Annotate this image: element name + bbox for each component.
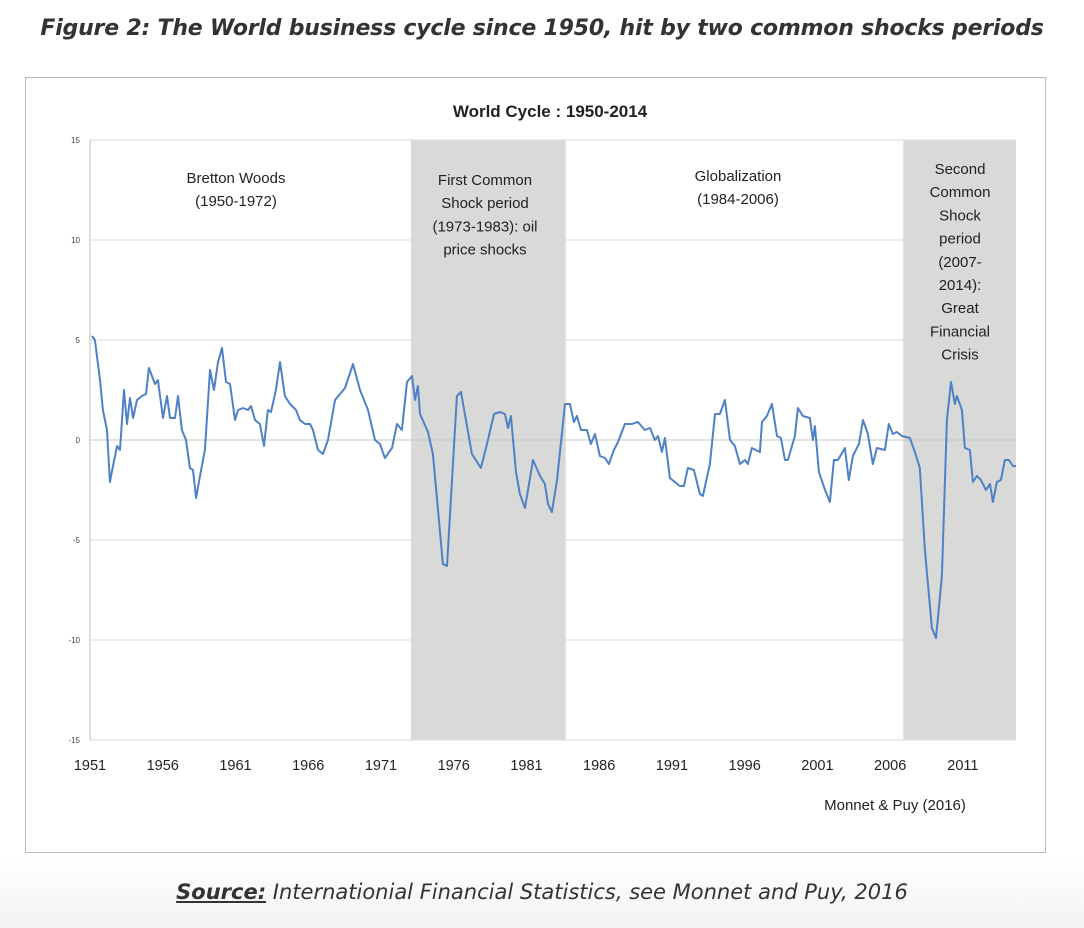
y-tick-label: -5 (73, 536, 81, 545)
x-tick-label: 1981 (510, 758, 542, 774)
annotation-line: Financial (930, 323, 990, 340)
x-tick-label: 2011 (947, 758, 978, 774)
period-annotation: Bretton Woods (1950-1972) (187, 170, 286, 210)
bottom-background (0, 856, 1084, 928)
annotation-line: Second (935, 161, 986, 178)
x-tick-label: 2006 (874, 758, 906, 774)
source-note: Source: Internationial Financial Statist… (0, 880, 1084, 904)
annotation-line: (1973-1983): oil (432, 218, 537, 235)
x-tick-label: 1971 (365, 758, 397, 774)
x-tick-label: 1951 (74, 758, 106, 774)
x-tick-label: 1996 (729, 758, 761, 774)
y-tick-label: 15 (71, 136, 80, 145)
figure-title: Figure 2: The World business cycle since… (40, 16, 1044, 41)
annotation-line: period (939, 231, 981, 248)
x-tick-label: 1991 (656, 758, 688, 774)
period-annotation: Globalization (1984-2006) (695, 168, 782, 208)
y-tick-label: 0 (76, 436, 81, 445)
source-text: Internationial Financial Statistics, see… (266, 880, 908, 904)
chart-title: World Cycle : 1950-2014 (453, 102, 648, 121)
annotation-line: Shock (939, 207, 981, 224)
x-tick-label: 1961 (219, 758, 251, 774)
x-tick-label: 1976 (438, 758, 470, 774)
world-cycle-series-line (91, 335, 1016, 639)
annotation-line: Great (941, 300, 979, 317)
annotation-line: price shocks (443, 242, 526, 259)
x-tick-label: 1966 (292, 758, 324, 774)
x-tick-label: 2001 (801, 758, 833, 774)
source-label: Source: (176, 880, 267, 904)
annotation-line: Globalization (695, 168, 782, 185)
period-annotation: First Common Shock period (1973-1983): oil… (432, 172, 537, 259)
annotation-line: Shock period (441, 195, 529, 212)
annotation-line: (2007- (938, 254, 981, 271)
annotation-line: Bretton Woods (187, 170, 286, 187)
annotation-line: Common (930, 184, 991, 201)
chart-credit: Monnet & Puy (2016) (824, 797, 966, 814)
y-tick-label: -15 (68, 736, 80, 745)
annotation-line: First Common (438, 172, 532, 189)
x-tick-label: 1986 (583, 758, 615, 774)
y-tick-label: 5 (76, 336, 81, 345)
annotation-line: (1984-2006) (697, 191, 779, 208)
annotation-line: (1950-1972) (195, 193, 277, 210)
y-tick-label: -10 (68, 636, 80, 645)
annotation-line: 2014): (939, 277, 982, 294)
period-annotation: Second Common Shock period (2007- 2014): Great… (930, 161, 991, 364)
x-tick-label: 1956 (147, 758, 179, 774)
annotation-line: Crisis (941, 347, 979, 364)
y-tick-label: 10 (71, 236, 80, 245)
